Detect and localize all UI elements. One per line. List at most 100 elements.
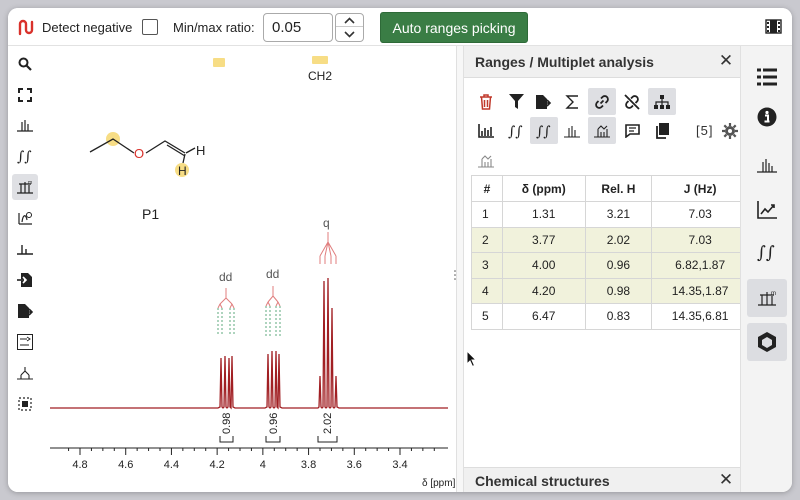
multiplet-button[interactable] — [588, 117, 616, 144]
comment-icon — [624, 123, 640, 138]
integral-tool[interactable]: ∫∫ — [12, 143, 38, 169]
table-cell-delta[interactable]: 4.20 — [501, 277, 586, 304]
peak-button[interactable] — [558, 117, 586, 144]
info-button[interactable] — [747, 98, 787, 136]
film-strip-icon[interactable] — [765, 19, 782, 34]
structure-panel-button[interactable] — [747, 323, 787, 361]
integrals-panel-button[interactable]: ∫∫ — [747, 233, 787, 271]
integral-value: 0.98 — [221, 413, 233, 434]
peak-picking-tool[interactable] — [12, 112, 38, 138]
ranges-panel-button[interactable]: m — [747, 279, 787, 317]
spectrum-view[interactable]: CH2 O H H P1 dd dd q — [40, 46, 456, 492]
table-row[interactable]: 5 6.47 0.83 14.35,6.81 — [471, 303, 749, 330]
x-tick-label: 4.2 — [209, 459, 224, 471]
column-header[interactable]: δ (ppm) — [501, 175, 586, 202]
x-tick-label: 3.4 — [392, 459, 407, 471]
link-icon — [595, 94, 609, 109]
unlink-button[interactable] — [618, 88, 646, 115]
table-cell-num[interactable]: 1 — [471, 201, 503, 228]
multiplet-icon — [17, 367, 33, 380]
table-cell-j[interactable]: 14.35,1.87 — [651, 277, 749, 304]
export-tool[interactable] — [12, 298, 38, 324]
detect-negative-checkbox[interactable] — [142, 19, 158, 35]
column-header[interactable]: Rel. H — [584, 175, 653, 202]
resize-handle[interactable] — [454, 269, 456, 281]
table-cell-num[interactable]: 3 — [471, 252, 503, 279]
table-cell-num[interactable]: 4 — [471, 277, 503, 304]
select-box-icon — [18, 397, 32, 411]
auto-ranges-button[interactable]: Auto ranges picking — [380, 12, 528, 43]
svg-text:∫∫: ∫∫ — [17, 149, 32, 164]
comment-button[interactable] — [618, 117, 646, 144]
relative-integral-button[interactable]: ∫∫ — [530, 117, 558, 144]
table-row[interactable]: 3 4.00 0.96 6.82,1.87 — [471, 252, 749, 279]
ratio-label: Min/max ratio: — [173, 20, 255, 35]
fft-tool[interactable] — [12, 329, 38, 355]
filter-button[interactable] — [502, 88, 530, 115]
table-cell-delta[interactable]: 3.77 — [501, 226, 586, 253]
import-icon — [17, 273, 32, 287]
close-icon[interactable]: ✕ — [718, 51, 734, 70]
export-button[interactable] — [530, 88, 558, 115]
table-cell-delta[interactable]: 4.00 — [501, 252, 586, 279]
app-logo-icon[interactable] — [17, 18, 37, 38]
multiplet-tool[interactable] — [12, 360, 38, 386]
hierarchy-button[interactable] — [648, 88, 676, 115]
close-icon[interactable]: ✕ — [718, 470, 734, 489]
table-cell-delta[interactable]: 1.31 — [501, 201, 586, 228]
column-header[interactable]: J (Hz) — [651, 175, 749, 202]
filter-icon — [508, 94, 524, 109]
chart-panel-button[interactable] — [747, 191, 787, 229]
range-picking-tool[interactable]: m — [12, 174, 38, 200]
phase-correction-tool[interactable] — [12, 205, 38, 231]
import-tool[interactable] — [12, 267, 38, 293]
table-cell-j[interactable]: 7.03 — [651, 226, 749, 253]
table-cell-num[interactable]: 2 — [471, 226, 503, 253]
integral-button[interactable]: ∫∫ — [502, 117, 530, 144]
ranges-table: # δ (ppm) Rel. H J (Hz) 1 1.31 3.21 7.03 2 3.… — [471, 175, 749, 330]
table-row[interactable]: 1 1.31 3.21 7.03 — [471, 201, 749, 228]
copy-button[interactable] — [648, 117, 676, 144]
coupling-button[interactable] — [472, 147, 500, 174]
select-box-tool[interactable] — [12, 391, 38, 417]
ratio-stepper[interactable] — [335, 13, 364, 42]
table-cell-num[interactable]: 5 — [471, 303, 503, 330]
x-tick-label: 3.8 — [301, 459, 316, 471]
integrals-icon: ∫∫ — [757, 243, 775, 262]
spin-up-button[interactable] — [336, 14, 363, 27]
table-cell-j[interactable]: 7.03 — [651, 201, 749, 228]
table-cell-relh[interactable]: 3.21 — [584, 201, 653, 228]
chemical-structures-header[interactable]: Chemical structures ✕ — [464, 467, 740, 492]
x-tick-label: 3.6 — [347, 459, 362, 471]
full-zoom-tool[interactable] — [12, 82, 38, 108]
spin-down-button[interactable] — [336, 28, 363, 41]
multiplet-label: q — [323, 216, 330, 230]
table-cell-relh[interactable]: 0.96 — [584, 252, 653, 279]
delete-icon — [480, 93, 492, 110]
delete-button[interactable] — [472, 88, 500, 115]
table-cell-relh[interactable]: 0.83 — [584, 303, 653, 330]
spectrum-bar-button[interactable] — [472, 117, 500, 144]
panel-splitter[interactable] — [456, 46, 464, 492]
sum-button[interactable] — [558, 88, 586, 115]
detect-negative-label: Detect negative — [42, 20, 133, 35]
zoom-tool[interactable] — [12, 51, 38, 77]
table-row[interactable]: 4 4.20 0.98 14.35,1.87 — [471, 277, 749, 304]
link-button[interactable] — [588, 88, 616, 115]
molecule-structure[interactable]: O H H P1 — [89, 132, 205, 222]
spectra-list-button[interactable] — [747, 58, 787, 96]
peaks-panel-button[interactable] — [747, 146, 787, 184]
full-zoom-icon — [18, 88, 32, 102]
table-cell-j[interactable]: 14.35,6.81 — [651, 303, 749, 330]
table-cell-delta[interactable]: 6.47 — [501, 303, 586, 330]
table-row[interactable]: 2 3.77 2.02 7.03 — [471, 226, 749, 253]
baseline-correction-tool[interactable] — [12, 236, 38, 262]
settings-button[interactable] — [720, 117, 740, 144]
export-icon — [18, 304, 33, 318]
table-cell-relh[interactable]: 2.02 — [584, 226, 653, 253]
table-cell-j[interactable]: 6.82,1.87 — [651, 252, 749, 279]
table-cell-relh[interactable]: 0.98 — [584, 277, 653, 304]
column-header[interactable]: # — [471, 175, 503, 202]
svg-text:m: m — [771, 291, 776, 297]
ratio-input[interactable] — [263, 13, 333, 42]
